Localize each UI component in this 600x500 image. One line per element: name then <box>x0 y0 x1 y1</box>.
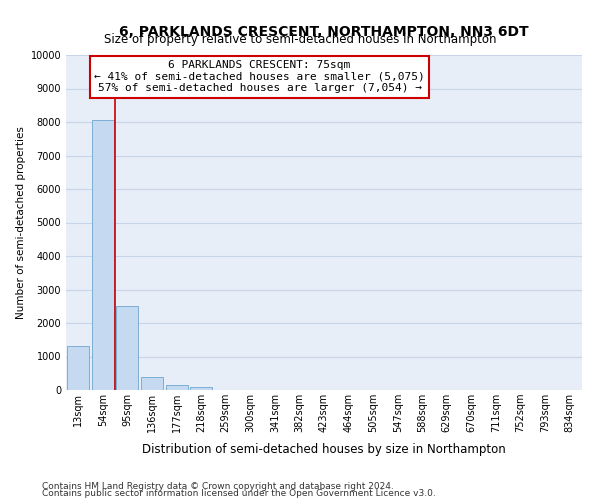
Y-axis label: Number of semi-detached properties: Number of semi-detached properties <box>16 126 26 319</box>
Text: Size of property relative to semi-detached houses in Northampton: Size of property relative to semi-detach… <box>104 32 496 46</box>
Bar <box>67 346 89 390</box>
Title: 6, PARKLANDS CRESCENT, NORTHAMPTON, NN3 6DT: 6, PARKLANDS CRESCENT, NORTHAMPTON, NN3 … <box>119 24 529 38</box>
Bar <box>116 306 139 390</box>
Bar <box>141 378 163 390</box>
Bar <box>92 120 114 390</box>
Bar <box>190 386 212 390</box>
X-axis label: Distribution of semi-detached houses by size in Northampton: Distribution of semi-detached houses by … <box>142 444 506 456</box>
Bar <box>166 384 188 390</box>
Text: 6 PARKLANDS CRESCENT: 75sqm
← 41% of semi-detached houses are smaller (5,075)
57: 6 PARKLANDS CRESCENT: 75sqm ← 41% of sem… <box>94 60 425 93</box>
Text: Contains HM Land Registry data © Crown copyright and database right 2024.: Contains HM Land Registry data © Crown c… <box>42 482 394 491</box>
Text: Contains public sector information licensed under the Open Government Licence v3: Contains public sector information licen… <box>42 489 436 498</box>
